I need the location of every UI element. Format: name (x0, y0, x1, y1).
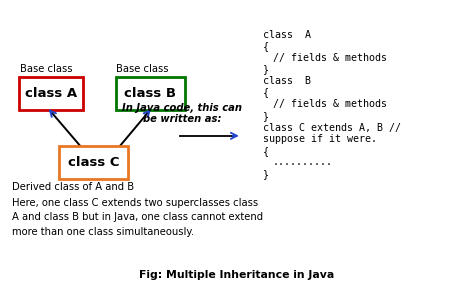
Text: }: } (263, 169, 269, 179)
Text: }: } (263, 64, 269, 74)
Text: Fig: Multiple Inheritance in Java: Fig: Multiple Inheritance in Java (139, 270, 335, 280)
FancyBboxPatch shape (59, 146, 128, 179)
Text: class  A: class A (263, 30, 311, 40)
Text: Base class: Base class (20, 64, 73, 74)
Text: class C: class C (68, 156, 119, 169)
Text: class A: class A (25, 87, 77, 100)
Text: Derived class of A and B: Derived class of A and B (12, 182, 134, 192)
Text: ..........: .......... (273, 158, 333, 167)
Text: suppose if it were.: suppose if it were. (263, 134, 377, 144)
FancyBboxPatch shape (19, 77, 83, 110)
Text: {: { (263, 146, 269, 156)
Text: In Java code, this can
be written as:: In Java code, this can be written as: (122, 103, 243, 124)
Text: Here, one class C extends two superclasses class
A and class B but in Java, one : Here, one class C extends two superclass… (12, 198, 263, 237)
Text: }: } (263, 111, 269, 121)
Text: Base class: Base class (116, 64, 169, 74)
Text: class B: class B (125, 87, 176, 100)
Text: // fields & methods: // fields & methods (273, 53, 387, 63)
Text: {: { (263, 88, 269, 97)
FancyBboxPatch shape (116, 77, 185, 110)
Text: class C extends A, B //: class C extends A, B // (263, 123, 401, 133)
Text: {: { (263, 41, 269, 51)
Text: class  B: class B (263, 76, 311, 86)
Text: // fields & methods: // fields & methods (273, 99, 387, 109)
